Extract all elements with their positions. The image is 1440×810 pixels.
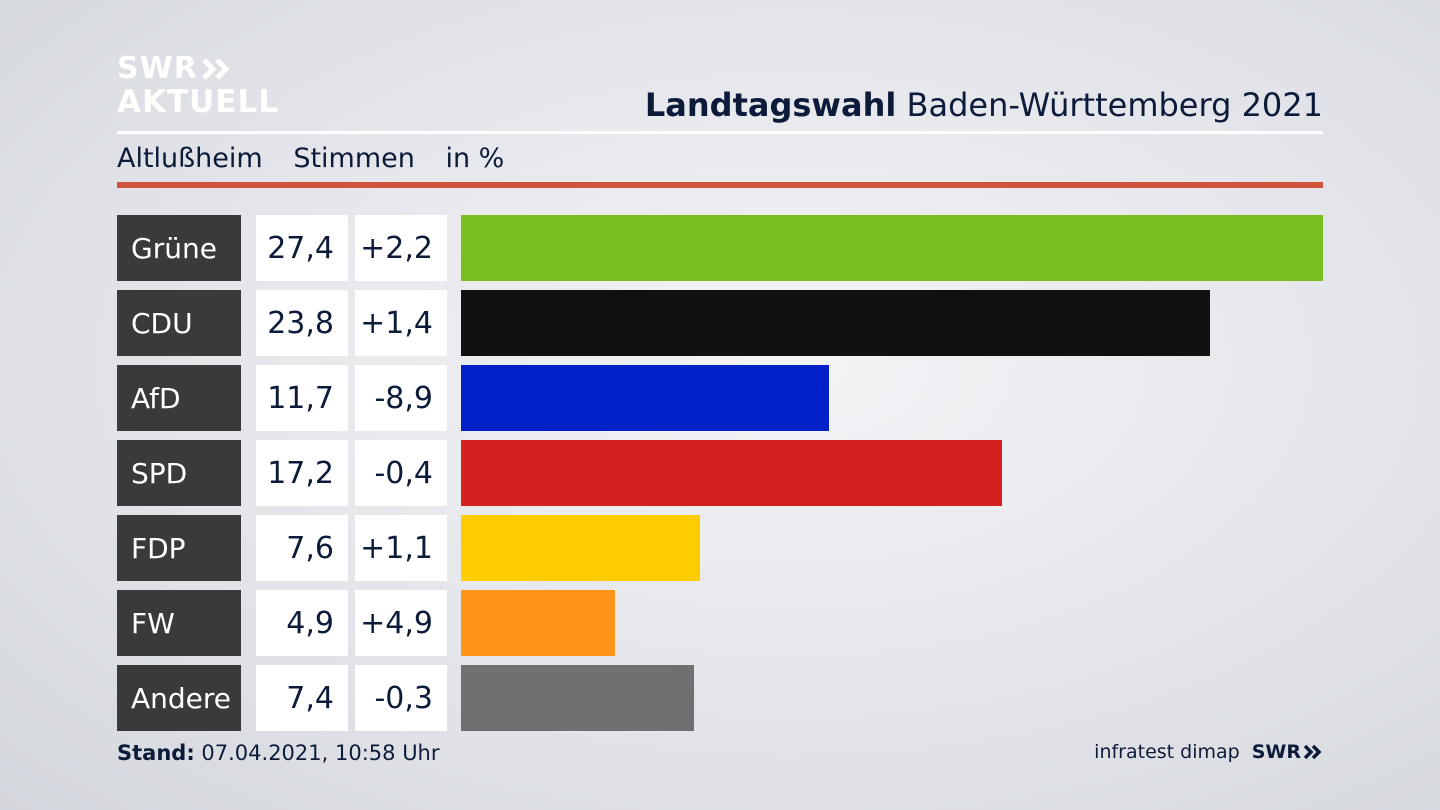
change-label: +1,4 bbox=[355, 290, 447, 356]
chart-title: Landtagswahl Baden-Württemberg 2021 bbox=[645, 86, 1323, 124]
bar-row: CDU 23,8 +1,4 bbox=[117, 290, 1323, 356]
party-label: AfD bbox=[117, 365, 241, 431]
bar-row: Andere 7,4 -0,3 bbox=[117, 665, 1323, 731]
subtitle-location: Altlußheim bbox=[117, 143, 263, 174]
chevrons-icon bbox=[202, 58, 230, 80]
party-label: FW bbox=[117, 590, 241, 656]
value-label: 11,7 bbox=[256, 365, 348, 431]
source-credit: infratest dimap SWR bbox=[1094, 741, 1323, 763]
party-label: Grüne bbox=[117, 215, 241, 281]
value-label: 23,8 bbox=[256, 290, 348, 356]
bar-row: FW 4,9 +4,9 bbox=[117, 590, 1323, 656]
bar bbox=[461, 440, 1002, 506]
bar bbox=[461, 515, 700, 581]
footer-logo-text: SWR bbox=[1251, 741, 1301, 763]
bar bbox=[461, 665, 694, 731]
party-label: CDU bbox=[117, 290, 241, 356]
stand-label: Stand: bbox=[117, 741, 195, 765]
value-label: 27,4 bbox=[256, 215, 348, 281]
subtitle-unit: in % bbox=[445, 143, 505, 174]
footer-swr-logo: SWR bbox=[1252, 741, 1323, 763]
title-bold: Landtagswahl bbox=[644, 86, 897, 124]
party-label: FDP bbox=[117, 515, 241, 581]
bar-row: FDP 7,6 +1,1 bbox=[117, 515, 1323, 581]
title-rest: Baden-Württemberg 2021 bbox=[906, 86, 1324, 124]
swr-aktuell-logo: SWR AKTUELL bbox=[117, 54, 279, 118]
bar bbox=[461, 590, 615, 656]
party-label: SPD bbox=[117, 440, 241, 506]
chevrons-icon bbox=[1303, 744, 1322, 760]
title-divider bbox=[117, 131, 1323, 134]
change-label: +4,9 bbox=[355, 590, 447, 656]
bar bbox=[461, 290, 1210, 356]
bar bbox=[461, 365, 829, 431]
bar-row: SPD 17,2 -0,4 bbox=[117, 440, 1323, 506]
subtitle-metric: Stimmen bbox=[293, 143, 415, 174]
value-label: 7,6 bbox=[256, 515, 348, 581]
value-label: 7,4 bbox=[256, 665, 348, 731]
change-label: -0,4 bbox=[355, 440, 447, 506]
bar-row: AfD 11,7 -8,9 bbox=[117, 365, 1323, 431]
stand-value: 07.04.2021, 10:58 Uhr bbox=[201, 741, 440, 765]
value-label: 4,9 bbox=[256, 590, 348, 656]
logo-line1: SWR bbox=[117, 51, 198, 86]
bar bbox=[461, 215, 1323, 281]
accent-divider bbox=[117, 182, 1323, 188]
value-label: 17,2 bbox=[256, 440, 348, 506]
timestamp: Stand: 07.04.2021, 10:58 Uhr bbox=[117, 741, 440, 765]
source-name: infratest dimap bbox=[1094, 741, 1240, 763]
change-label: -0,3 bbox=[355, 665, 447, 731]
logo-line2: AKTUELL bbox=[117, 84, 280, 120]
change-label: +1,1 bbox=[355, 515, 447, 581]
change-label: -8,9 bbox=[355, 365, 447, 431]
subtitle: Altlußheim Stimmen in % bbox=[117, 143, 526, 174]
party-label: Andere bbox=[117, 665, 241, 731]
bar-row: Grüne 27,4 +2,2 bbox=[117, 215, 1323, 281]
change-label: +2,2 bbox=[355, 215, 447, 281]
